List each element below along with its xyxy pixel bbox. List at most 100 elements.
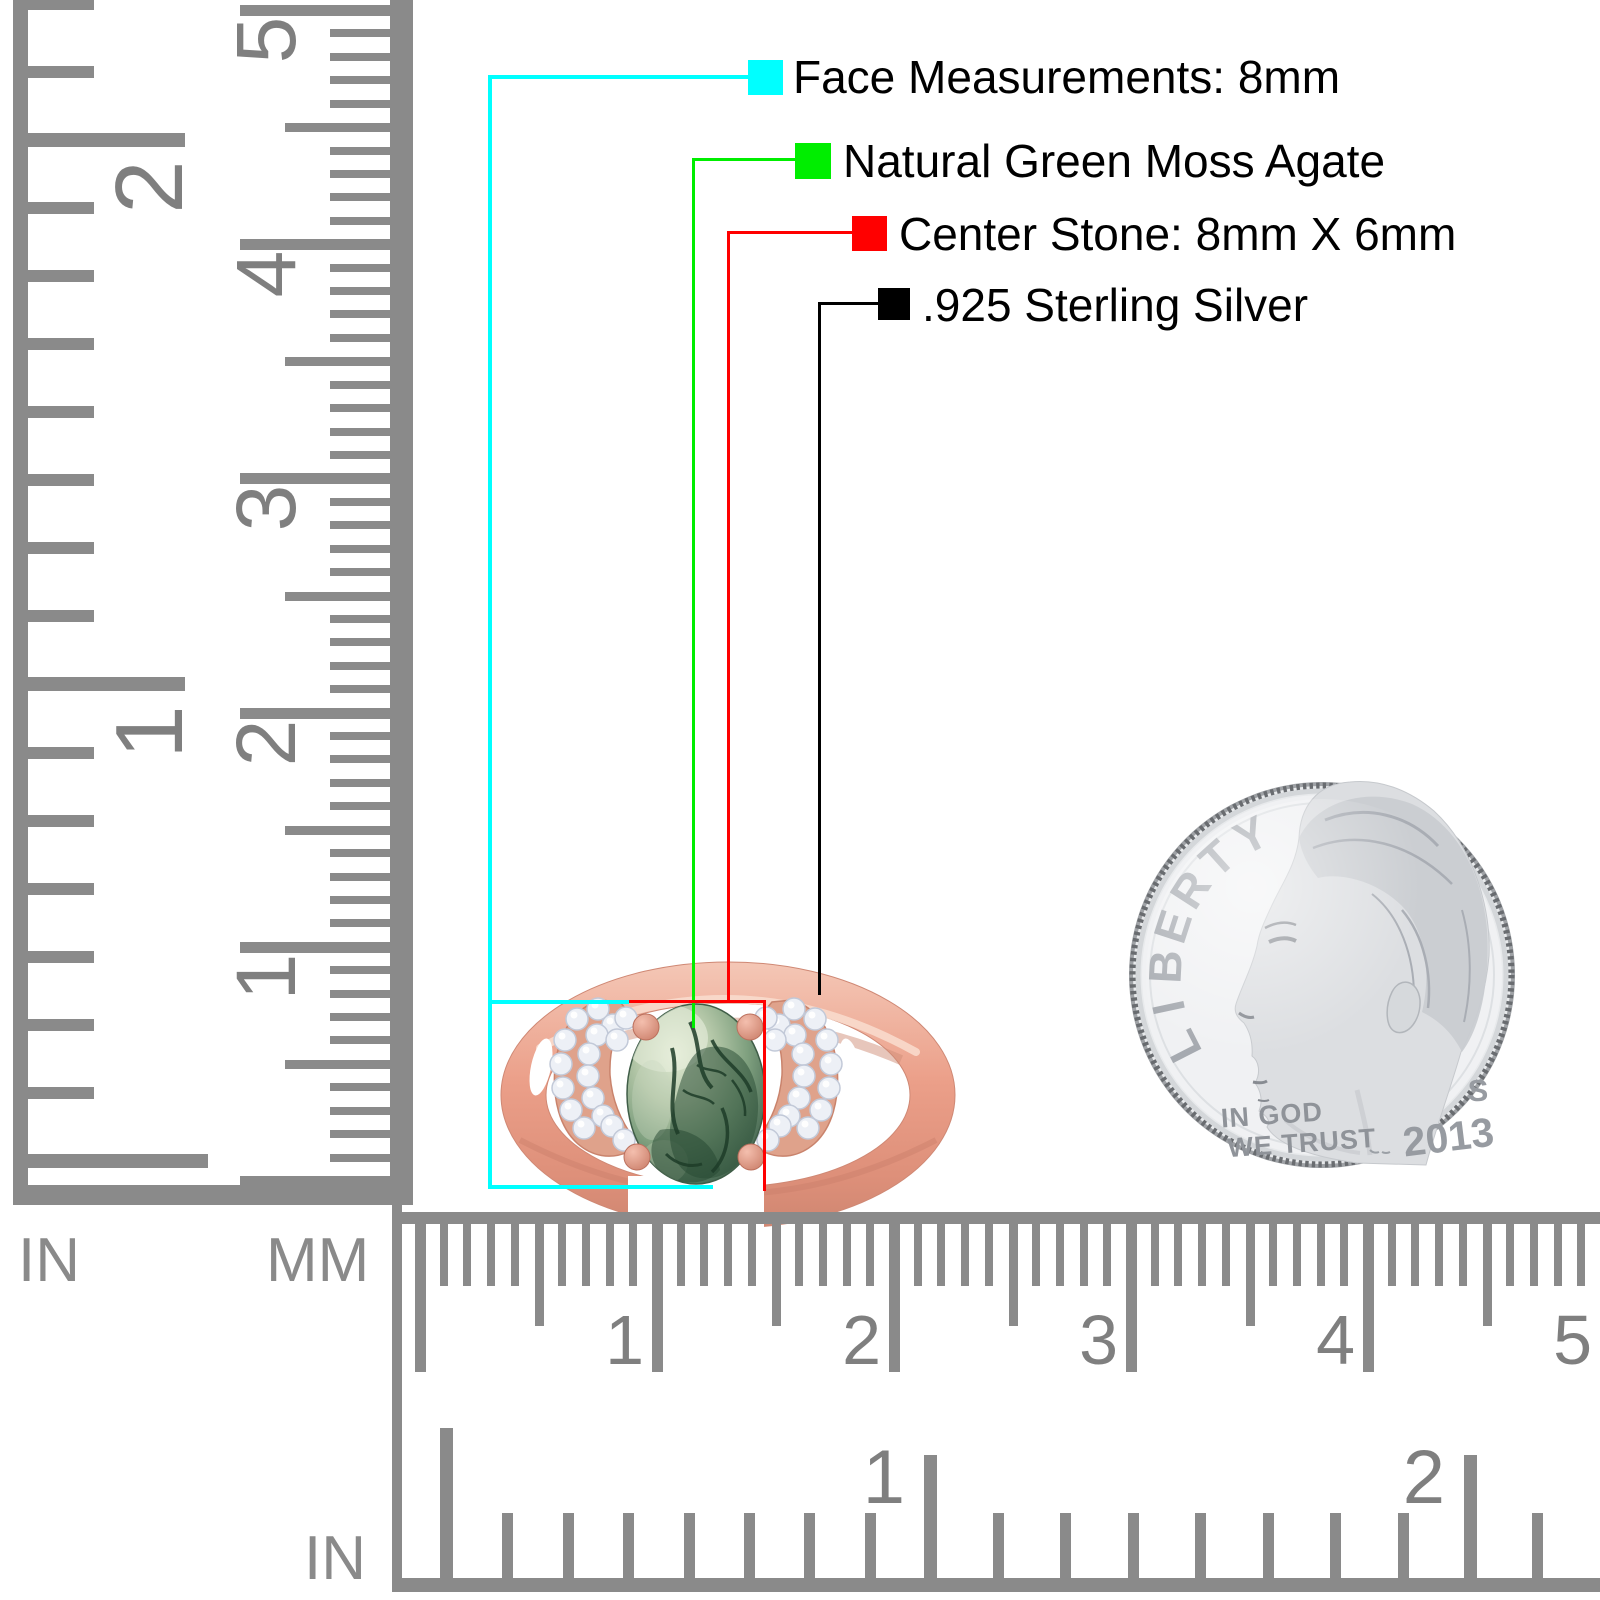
accent-diamond [763, 1028, 787, 1052]
label-sterling-silver: .925 Sterling Silver [922, 279, 1309, 331]
callout-line-cyan-horizontal [490, 75, 748, 79]
ruler-number: 4 [1316, 1301, 1355, 1379]
ruler-tick [700, 1224, 709, 1286]
ruler-tick [1458, 1224, 1467, 1286]
ruler-tick [330, 661, 390, 670]
ruler-tick [330, 1130, 390, 1139]
callout-line-black-horizontal [818, 302, 878, 305]
ruler-tick [392, 1212, 1600, 1224]
ruler-tick [1316, 1224, 1325, 1286]
accent-diamond [577, 1042, 601, 1066]
callout-line-green-horizontal [692, 158, 795, 161]
ruler-tick [984, 1224, 993, 1286]
ruler-tick [28, 882, 94, 895]
ruler-tick [330, 966, 390, 975]
ruler-number: 5 [219, 16, 313, 64]
ruler-tick [1411, 1224, 1420, 1286]
prong [632, 1013, 660, 1041]
ruler-tick [724, 1224, 733, 1286]
prong [623, 1143, 651, 1171]
ruler-tick [842, 1224, 851, 1286]
ruler-number: 2 [219, 719, 313, 766]
ruler-tick [285, 357, 390, 367]
ruler-tick [1435, 1224, 1444, 1286]
legend-swatch-center-stone [852, 216, 887, 251]
ruler-tick [1482, 1224, 1492, 1326]
ruler-number: 3 [219, 485, 313, 532]
ruler-tick [28, 1153, 208, 1168]
ruler-tick [889, 1224, 900, 1372]
ruler-tick [392, 1578, 1600, 1592]
ruler-tick [804, 1513, 816, 1578]
ruler-tick [285, 123, 390, 133]
ruler-number: 1 [605, 1301, 644, 1379]
ruler-tick [558, 1224, 567, 1286]
ruler-tick [330, 380, 390, 389]
accent-diamond [565, 1007, 589, 1031]
dime-coin: LIBERTY IN GOD WE TRUST S 2013 [1129, 780, 1515, 1168]
ruler-tick [771, 1224, 781, 1326]
accent-diamond [815, 1028, 839, 1052]
ruler-tick [1397, 1513, 1409, 1578]
accent-diamond [803, 1007, 827, 1031]
ruler-tick [330, 638, 390, 647]
accent-diamond [551, 1076, 575, 1100]
ruler-tick [330, 1153, 390, 1162]
ruler-tick [28, 1086, 94, 1099]
ruler-tick [1387, 1224, 1396, 1286]
ruler-tick [1032, 1224, 1041, 1286]
accent-diamond [791, 1042, 815, 1066]
ruler-tick [28, 542, 94, 555]
accent-diamond [605, 1028, 629, 1052]
ruler-tick [992, 1513, 1004, 1578]
ruler-number: 3 [1079, 1301, 1118, 1379]
ruler-tick [330, 287, 390, 296]
ruler-tick [330, 802, 390, 811]
ruler-tick [463, 1224, 472, 1286]
ruler-tick [510, 1224, 519, 1286]
left-mm-ruler-unit: MM [266, 1226, 370, 1295]
ruler-tick [562, 1513, 574, 1578]
ruler-tick [285, 591, 390, 601]
ruler-tick [28, 1018, 94, 1031]
ruler-tick [1532, 1513, 1543, 1578]
ruler-tick [1221, 1224, 1230, 1286]
ruler-tick [240, 1176, 390, 1187]
legend-swatch-sterling-silver [878, 288, 910, 320]
ruler-number: 5 [1553, 1301, 1592, 1379]
ruler-tick [28, 270, 94, 283]
ruler-number: 2 [842, 1301, 881, 1379]
ruler-tick [13, 1185, 413, 1205]
coin-mint-mark: S [1468, 1073, 1489, 1108]
ruler-tick [795, 1224, 804, 1286]
ruler-tick [330, 193, 390, 202]
callout-line-black-vertical [818, 302, 821, 995]
ruler-number: 2 [1402, 1435, 1445, 1520]
label-moss-agate: Natural Green Moss Agate [843, 135, 1386, 187]
ruler-tick [1262, 1513, 1274, 1578]
ruler-tick [676, 1224, 685, 1286]
ruler-tick [330, 732, 390, 741]
ring-illustration [500, 961, 956, 1232]
ruler-tick [28, 950, 94, 963]
ruler-tick [1506, 1224, 1515, 1286]
accent-diamond [549, 1052, 573, 1076]
ruler-tick [961, 1224, 970, 1286]
ruler-tick [28, 202, 94, 215]
ruler-tick [623, 1513, 635, 1578]
callout-line-cyan-stone-bottom [488, 1185, 713, 1189]
ruler-tick [28, 0, 94, 10]
accent-diamond [553, 1028, 577, 1052]
ruler-tick [330, 872, 390, 881]
ruler-tick [330, 450, 390, 459]
label-center-stone: Center Stone: 8mm X 6mm [899, 208, 1457, 260]
ruler-tick [747, 1224, 756, 1286]
accent-diamond [576, 1064, 600, 1088]
ruler-tick [330, 333, 390, 342]
ruler-tick [240, 239, 390, 251]
legend-swatch-face-measurements [748, 60, 783, 95]
ruler-tick [683, 1513, 695, 1578]
ruler-tick [28, 474, 94, 487]
ruler-tick [534, 1224, 544, 1326]
